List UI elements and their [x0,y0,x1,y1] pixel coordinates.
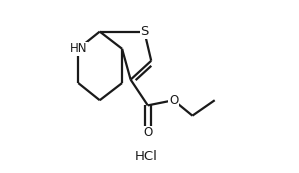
Text: O: O [169,94,178,107]
Text: S: S [140,25,149,38]
Text: HCl: HCl [135,149,158,162]
Text: O: O [143,126,152,139]
Text: HN: HN [70,42,87,55]
